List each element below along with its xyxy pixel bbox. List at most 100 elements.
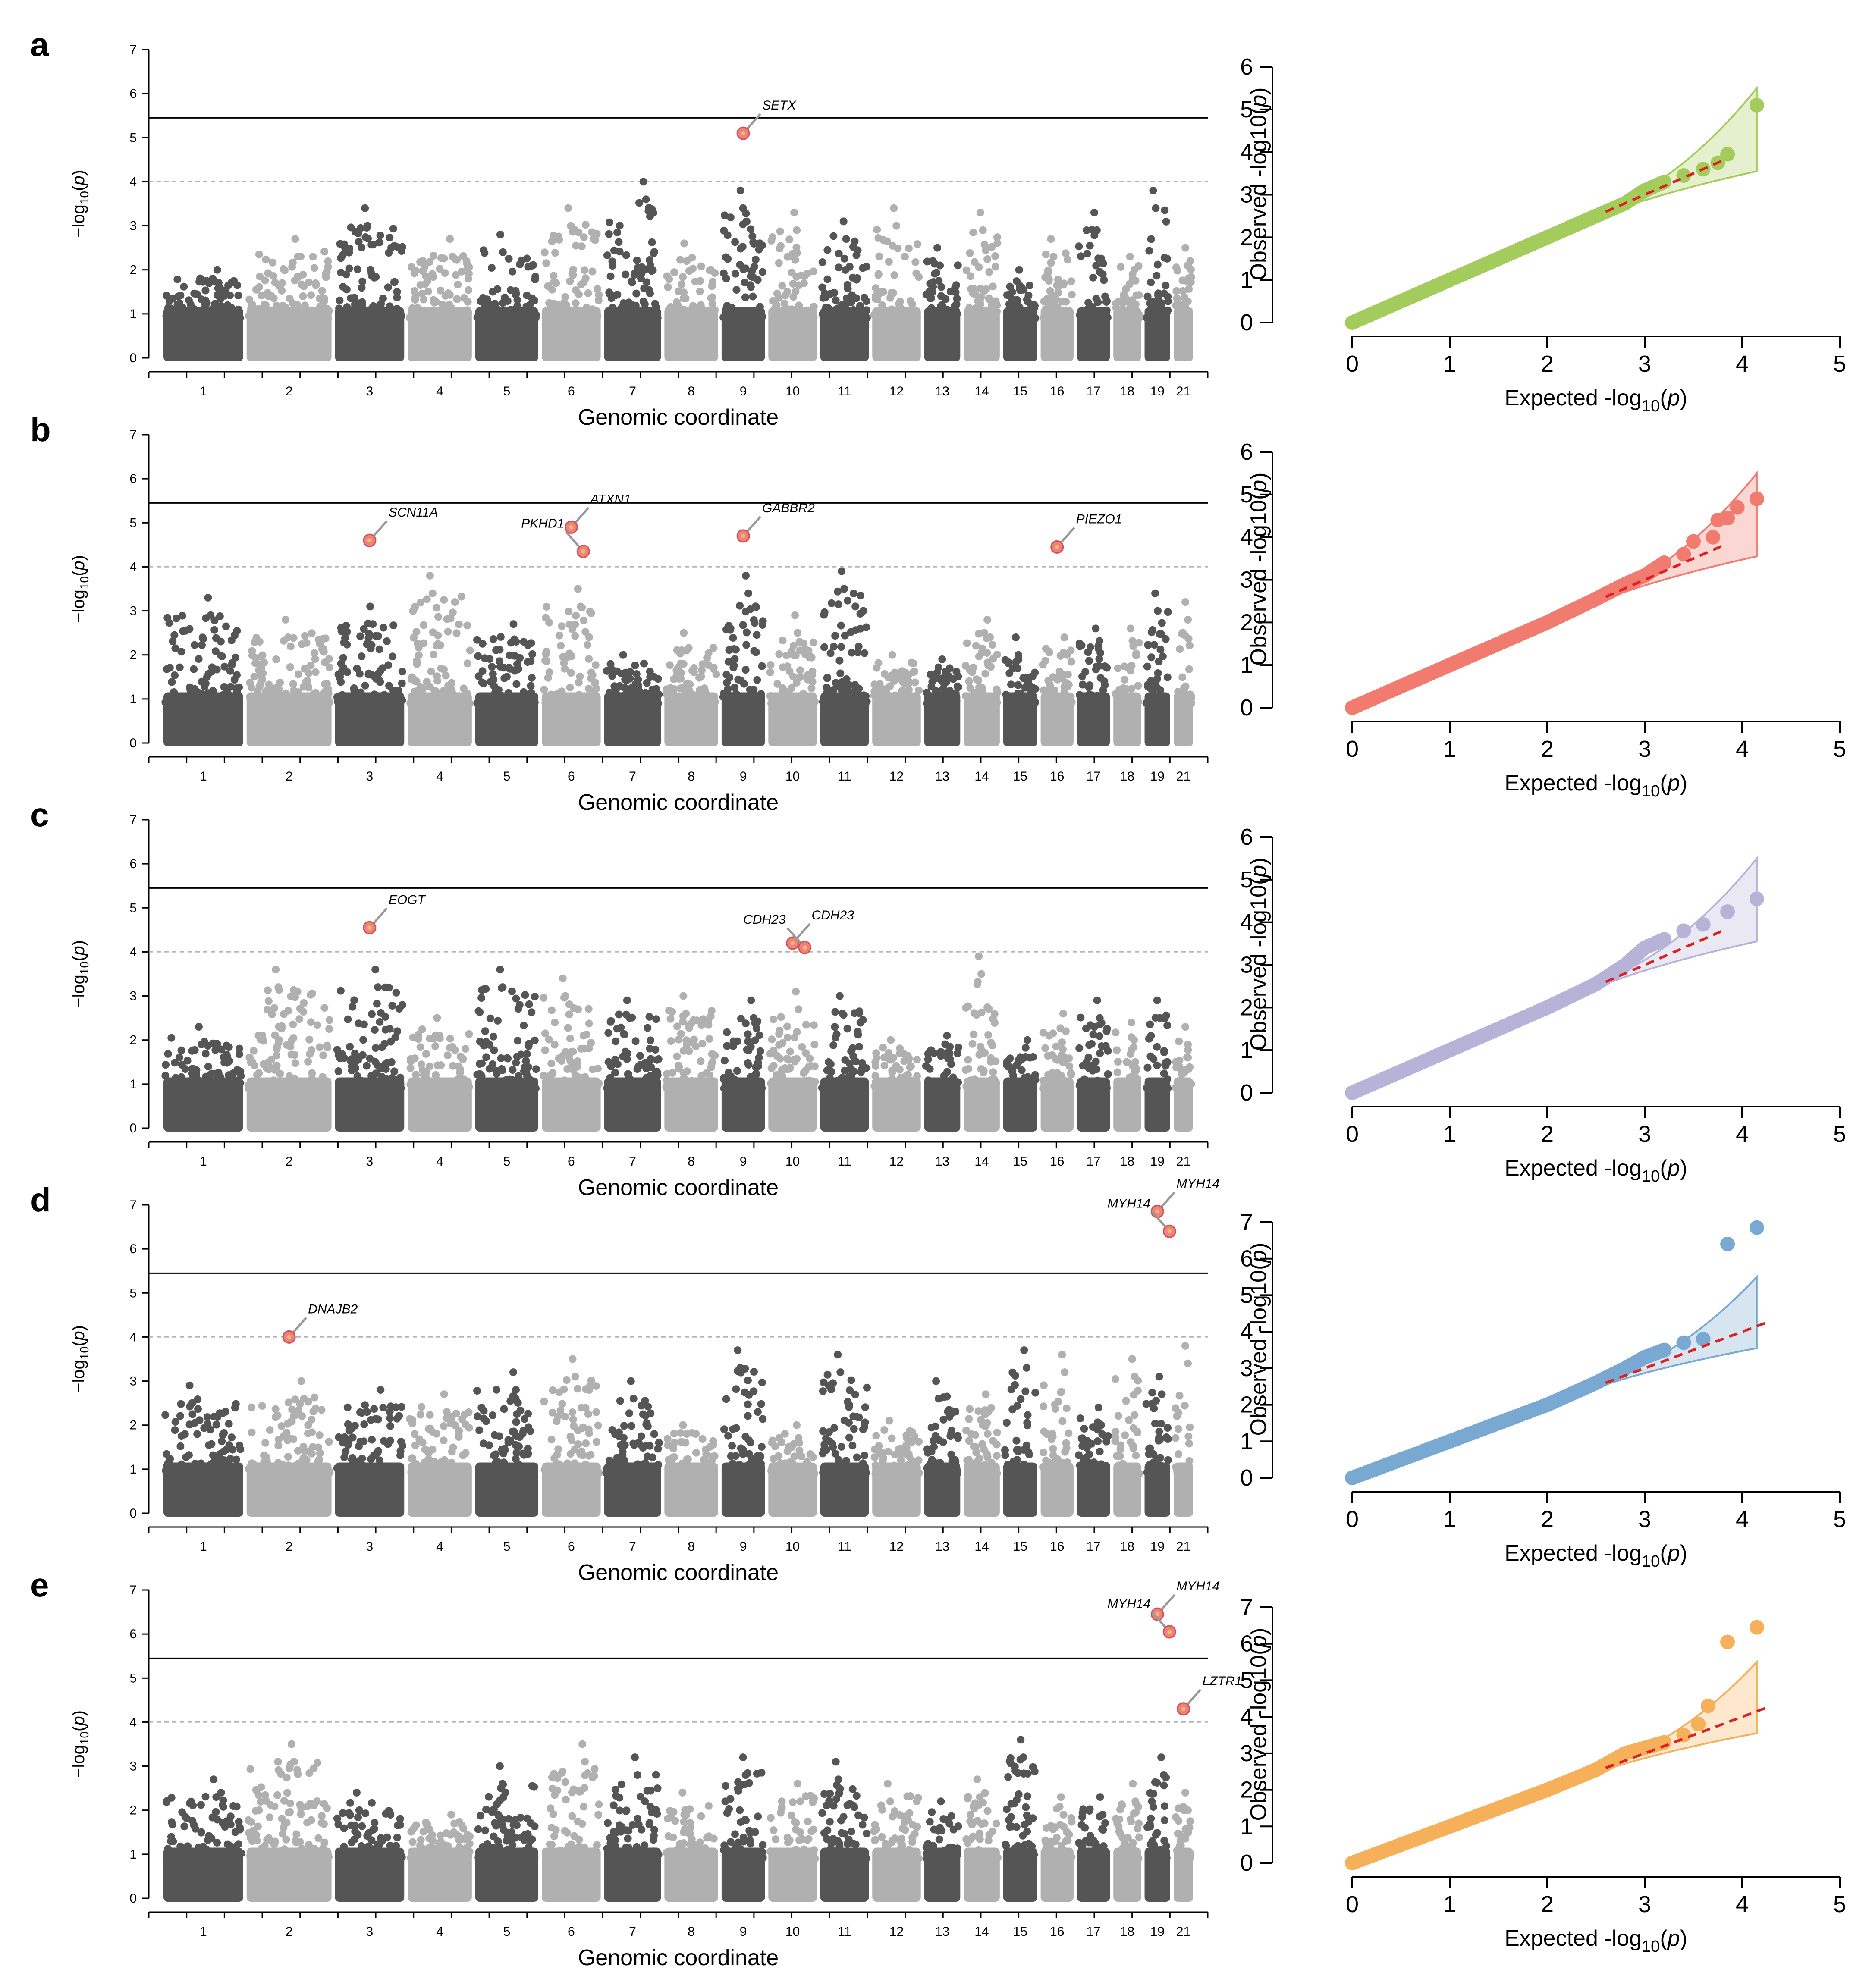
snp-point [308,1069,316,1077]
snp-point [211,1046,220,1054]
snp-point [986,1057,995,1066]
snp-point [294,670,302,678]
chromosome-label-9: 9 [740,769,747,784]
snp-point [770,1062,778,1070]
snp-point [550,272,558,280]
snp-point [269,258,277,267]
snp-point-peak [509,620,518,628]
snp-point [222,622,230,630]
snp-point [1049,253,1058,261]
snp-point [460,1469,468,1477]
snp-point [819,310,826,318]
snp-point [823,674,831,682]
snp-point [365,699,373,707]
snp-point [642,307,650,315]
snp-point [349,310,357,318]
snp-point [779,1039,787,1047]
hit-label: SETX [762,98,796,113]
snp-point [393,304,401,313]
snp-point [245,1082,253,1091]
snp-point [411,697,419,706]
snp-point [531,273,540,281]
snp-point [518,1430,527,1438]
snp-point [730,662,738,670]
snp-point [506,307,514,315]
snp-point [350,684,358,692]
snp-point [357,312,365,320]
snp-point [896,298,904,306]
chromosome-label-4: 4 [436,1154,443,1169]
snp-point [478,1059,486,1067]
snp-point [677,1030,685,1038]
snp-point [454,1468,462,1476]
snp-point [966,684,974,692]
snp-point [823,246,832,254]
snp-point [547,1060,556,1068]
snp-point [487,678,495,686]
snp-point [572,611,580,620]
snp-point [616,222,624,230]
snp-point [1126,1050,1134,1058]
snp-point [1156,646,1165,654]
snp-point [545,1076,553,1085]
snp-point [1147,628,1156,637]
snp-point [1102,306,1111,314]
snp-point [749,273,757,281]
snp-point [850,590,858,597]
snp-point [437,286,445,295]
snp-point [750,616,758,624]
snp-point [945,693,953,701]
snp-point [371,1026,379,1034]
snp-point [667,698,675,706]
snp-point [854,1031,862,1039]
snp-point [311,1393,318,1402]
snp-point [310,1467,318,1475]
snp-point [582,699,590,707]
snp-point [382,699,390,707]
snp-point [1008,310,1016,318]
snp-point [1101,662,1109,670]
chromosome-label-12: 12 [889,1154,904,1169]
snp-point [193,1430,201,1438]
snp-point [236,1445,245,1453]
snp-point [428,589,437,597]
snp-point-peak [1093,996,1101,1004]
snp-point [1026,1054,1034,1062]
snp-point [503,673,511,681]
snp-point [963,639,971,647]
snp-point [1102,298,1110,306]
snp-point [708,300,716,308]
snp-point [977,1046,986,1054]
snp-point [675,1063,683,1071]
snp-point [594,296,603,304]
snp-point [368,313,376,321]
hit-point-center [367,925,372,930]
snp-point [1164,1084,1172,1092]
snp-point [855,1007,864,1016]
snp-point [458,267,466,276]
snp-point [357,688,365,696]
snp-point [1079,680,1087,689]
snp-point-peak [1181,244,1190,252]
snp-point-peak [983,616,992,624]
snp-point [785,235,794,244]
snp-point [732,286,741,294]
hit-point-center [367,538,372,543]
snp-point [258,664,266,672]
snp-point [342,285,351,294]
snp-point [398,668,406,676]
snp-point [1185,285,1193,293]
snp-point [1135,639,1143,647]
snp-point [286,1418,295,1426]
snp-point [736,602,744,610]
snp-point [1062,1027,1070,1035]
snp-point-peak [839,217,848,226]
snp-point [883,237,891,245]
snp-point [258,292,266,300]
snp-point [972,1084,980,1092]
snp-point [595,291,603,299]
snp-point [311,668,320,676]
snp-point [432,1071,440,1079]
snp-point [275,1436,283,1444]
snp-point [369,302,377,310]
